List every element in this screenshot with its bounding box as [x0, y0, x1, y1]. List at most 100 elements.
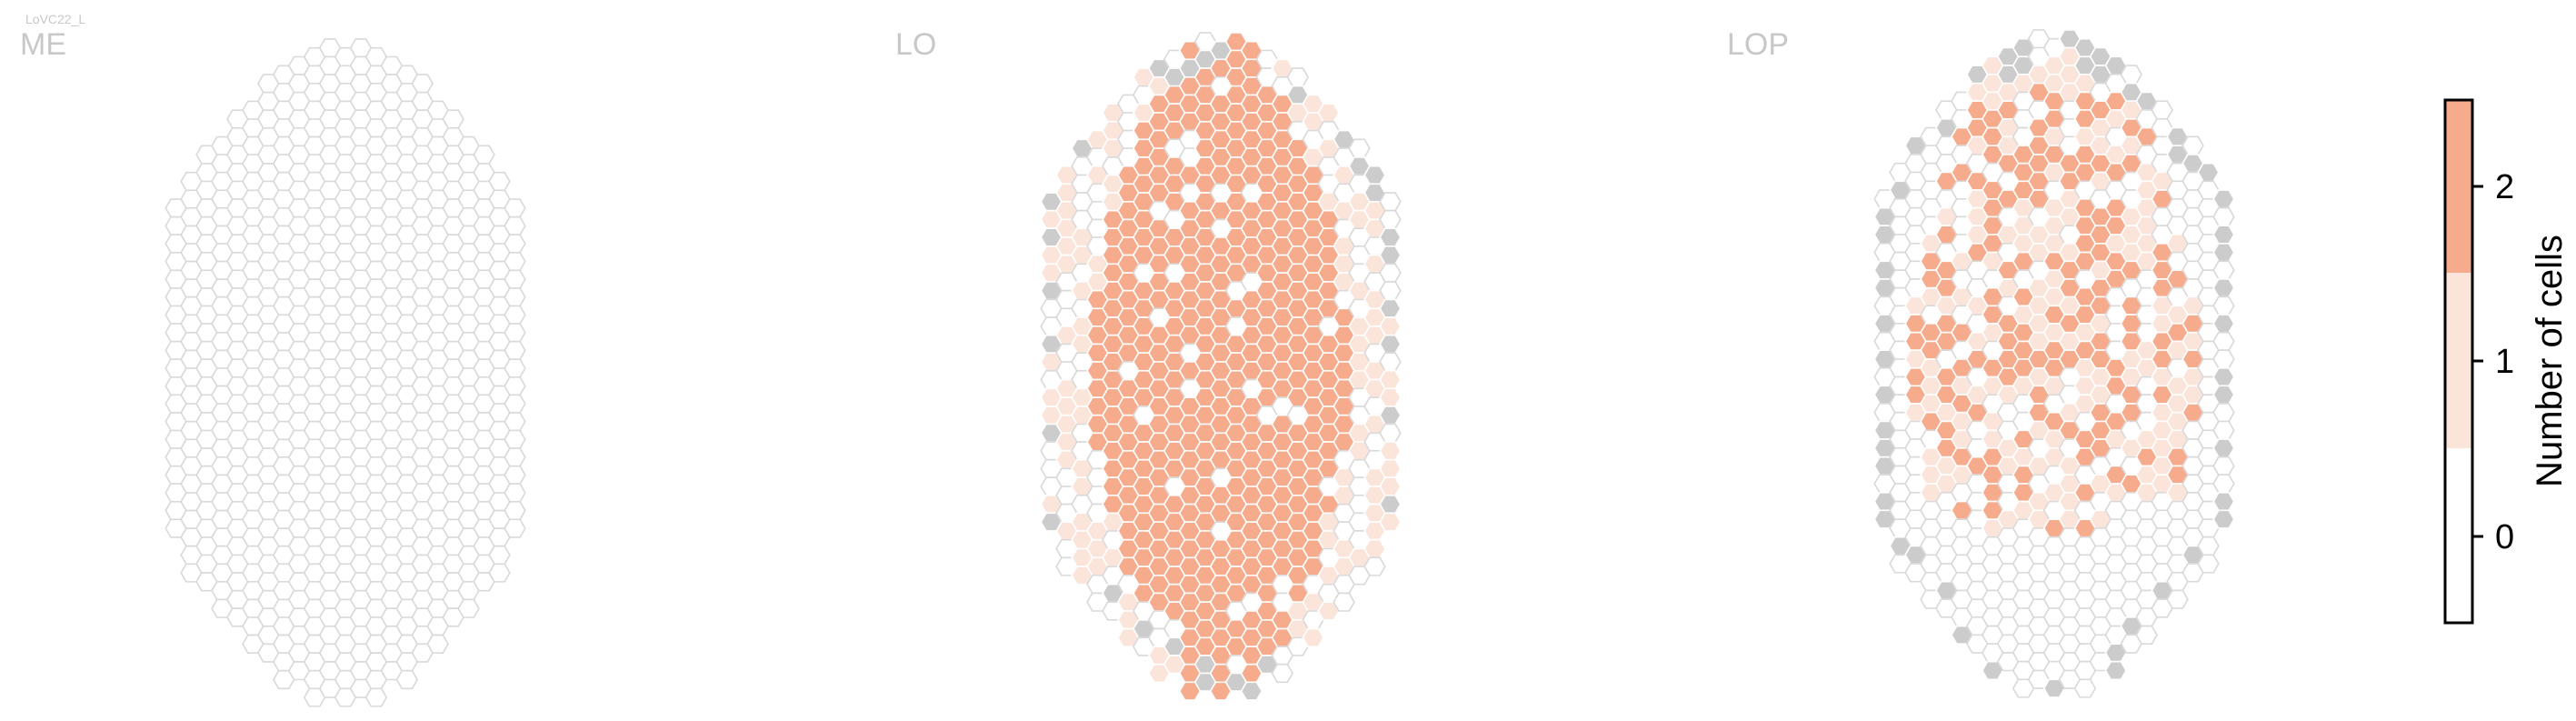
hex-0 — [504, 376, 526, 396]
hex-0 — [2120, 65, 2142, 85]
hex-0 — [504, 251, 526, 272]
hex-0 — [1379, 281, 1402, 301]
hex-1 — [1379, 369, 1402, 390]
hex-0 — [504, 394, 526, 414]
hex-panel-me — [165, 38, 526, 707]
hex-0 — [1271, 663, 1294, 684]
hex-0 — [442, 109, 464, 129]
hex-0 — [504, 198, 526, 218]
hex-0 — [504, 518, 526, 538]
hex-1 — [1379, 476, 1402, 496]
hex-0 — [1286, 67, 1309, 87]
hex-0 — [2212, 260, 2235, 280]
hex-nodata — [2212, 438, 2235, 458]
hex-0 — [504, 234, 526, 254]
hex-0 — [411, 74, 434, 94]
hex-nodata — [2212, 509, 2235, 529]
hex-0 — [2073, 678, 2097, 698]
hex-0 — [1348, 138, 1371, 158]
hex-0 — [504, 358, 526, 378]
hex-0 — [2182, 135, 2204, 155]
hex-1 — [1363, 538, 1386, 559]
hex-0 — [504, 447, 526, 467]
hex-0 — [504, 323, 526, 343]
hex-1 — [1302, 627, 1324, 647]
hex-nodata — [2212, 278, 2235, 298]
hex-0 — [2197, 536, 2220, 556]
hex-0 — [504, 287, 526, 307]
colorbar-tick-label-0: 0 — [2495, 518, 2514, 556]
colorbar-label: Number of cells — [2530, 235, 2570, 487]
colorbar-tick-label-1: 1 — [2495, 343, 2514, 381]
colorbar-tick-label-2: 2 — [2495, 168, 2514, 206]
colorbar-segment-1 — [2445, 273, 2472, 448]
hex-1 — [1379, 512, 1402, 532]
hex-nodata — [1379, 494, 1402, 515]
hex-nodata — [2212, 491, 2235, 512]
panel-label-lo: LO — [895, 27, 936, 62]
hex-0 — [2212, 474, 2235, 494]
hex-nodata — [2104, 660, 2128, 681]
hex-0 — [504, 412, 526, 432]
hex-0 — [2166, 589, 2189, 609]
hex-0 — [1379, 352, 1402, 372]
hex-0 — [2212, 403, 2235, 423]
hex-0 — [1379, 209, 1402, 230]
hex-0 — [1363, 556, 1386, 576]
hex-1 — [1379, 387, 1402, 407]
hex-0 — [1379, 192, 1402, 212]
hex-panel-lo — [1040, 32, 1402, 701]
hex-nodata — [1363, 165, 1386, 185]
hex-0 — [504, 500, 526, 521]
hex-0 — [364, 687, 388, 707]
hex-0 — [2212, 456, 2235, 476]
hex-nodata — [2212, 189, 2235, 209]
hex-1 — [1379, 316, 1402, 336]
hex-0 — [504, 215, 526, 236]
hex-0 — [457, 598, 480, 618]
hex-nodata — [1240, 681, 1263, 701]
hex-0 — [426, 634, 449, 654]
hex-0 — [488, 545, 511, 566]
hex-0 — [395, 669, 419, 690]
hex-1 — [1379, 458, 1402, 479]
hex-nodata — [1379, 245, 1402, 265]
colorbar-segment-0 — [2445, 448, 2472, 623]
hex-0 — [2212, 206, 2235, 227]
hex-0 — [504, 269, 526, 289]
hex-0 — [488, 563, 511, 583]
hex-1 — [1379, 441, 1402, 461]
hex-0 — [2212, 331, 2235, 352]
hex-nodata — [2212, 242, 2235, 263]
hex-panel-lop — [1873, 29, 2235, 698]
hex-0 — [2212, 349, 2235, 369]
hex-nodata — [2197, 162, 2220, 183]
hex-0 — [1379, 423, 1402, 443]
hex-0 — [2197, 554, 2220, 574]
hex-0 — [504, 483, 526, 503]
colorbar-segment-2 — [2445, 100, 2472, 273]
hex-nodata — [1379, 227, 1402, 247]
hex-0 — [2212, 295, 2235, 315]
hex-1 — [1317, 103, 1340, 123]
hex-0 — [1333, 592, 1355, 612]
hex-0 — [504, 465, 526, 486]
panel-label-me: ME — [20, 27, 66, 62]
hex-nodata — [2212, 385, 2235, 405]
hex-nodata — [2212, 225, 2235, 245]
figure-title: LoVC22_L — [25, 12, 85, 26]
hex-nodata — [1379, 334, 1402, 355]
hex-0 — [504, 340, 526, 361]
hex-0 — [1379, 263, 1402, 283]
colorbar: 2 1 0 Number of cells — [2443, 98, 2570, 625]
hex-0 — [2135, 625, 2158, 645]
panel-label-lop: LOP — [1727, 27, 1789, 62]
hex-0 — [2151, 100, 2173, 120]
hex-nodata — [1379, 406, 1402, 426]
hex-0 — [504, 429, 526, 449]
hex-nodata — [2212, 314, 2235, 334]
hex-nodata — [1379, 298, 1402, 318]
hex-0 — [504, 305, 526, 325]
hex-0 — [488, 171, 511, 192]
